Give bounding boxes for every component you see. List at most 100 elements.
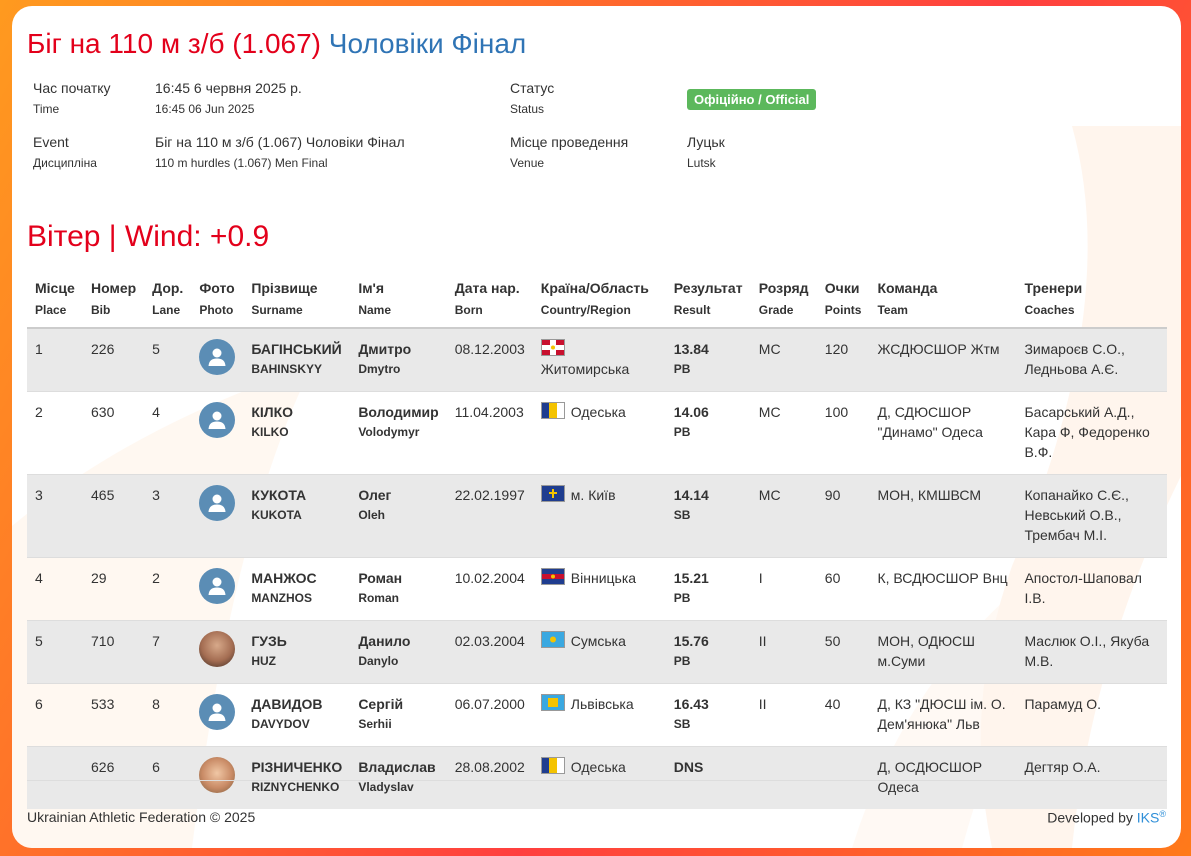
time-value-en: 16:45 06 Jun 2025: [155, 102, 255, 116]
name-en: Volodymyr: [358, 425, 420, 439]
cell-lane: 6: [152, 759, 160, 775]
region-name: Сумська: [570, 633, 626, 649]
cell-born: 11.04.2003: [454, 404, 524, 420]
cell-team: ЖСДЮСШОР Жтм: [877, 341, 1000, 357]
venue-value-ua: Луцьк: [687, 134, 725, 150]
region-name: Львівська: [570, 696, 634, 712]
table-row: 5 710 7 ГУЗЬ HUZ Данило Danylo 02.03.2004 Сумськ…: [27, 620, 1167, 684]
cell-coaches: Дегтяр О.А.: [1024, 759, 1101, 775]
cell-lane: 4: [152, 404, 160, 420]
time-value: 16:45 6 червня 2025 р. 16:45 06 Jun 2025: [155, 80, 302, 116]
table-row: 626 6 РІЗНИЧЕНКО RIZNYCHENKO Владислав Vladys…: [27, 746, 1167, 810]
cell-place: 6: [35, 696, 43, 712]
name-ua: Роман: [358, 570, 403, 586]
cell-team: Д, СДЮСШОР "Динамо" Одеса: [877, 404, 983, 440]
user-avatar-icon: [199, 568, 236, 604]
cell-name: Олег Oleh: [350, 475, 446, 558]
surname-ua: КУКОТА: [251, 487, 307, 503]
cell-surname: ГУЗЬ HUZ: [243, 621, 350, 684]
cell-region: Вінницька: [533, 558, 666, 621]
surname-ua: КІЛКО: [251, 404, 294, 420]
name-ua: Сергій: [358, 696, 404, 712]
cell-region: Львівська: [533, 684, 666, 747]
user-avatar-icon: [199, 694, 236, 730]
cell-surname: ДАВИДОВ DAVYDOV: [243, 684, 350, 747]
venue-label-ua: Місце проведення: [510, 134, 629, 150]
surname-en: KILKO: [251, 425, 289, 439]
cell-bib: 626: [91, 759, 115, 775]
name-en: Oleh: [358, 508, 385, 522]
event-value: Біг на 110 м з/б (1.067) Чоловіки Фінал …: [155, 134, 405, 170]
cell-result: DNS: [666, 747, 751, 810]
cell-team: Д, ОСДЮСШОР Одеса: [877, 759, 983, 795]
region-name: Одеська: [570, 759, 626, 775]
cell-surname: КІЛКО KILKO: [243, 392, 350, 475]
col-place: Місце Place: [35, 280, 75, 317]
name-en: Danylo: [358, 654, 399, 668]
surname-en: DAVYDOV: [251, 717, 310, 731]
surname-en: HUZ: [251, 654, 276, 668]
cell-place: 2: [35, 404, 43, 420]
cell-coaches: Маслюк О.І., Якуба М.В.: [1024, 633, 1150, 669]
developer-prefix: Developed by: [1047, 809, 1137, 826]
cell-name: Сергій Serhii: [350, 684, 446, 747]
cell-born: 10.02.2004: [454, 570, 525, 586]
region-flag-icon: [540, 402, 571, 420]
table-row: 4 29 2 МАНЖОС MANZHOS Роман Roman 10.02.2004 Він…: [27, 557, 1167, 621]
user-avatar-icon: [199, 402, 236, 438]
status-value: Офіційно / Official: [687, 89, 817, 110]
iks-link[interactable]: IKS: [1136, 809, 1160, 826]
result-value: 13.84: [673, 341, 709, 357]
region-flag-icon: [540, 631, 571, 649]
name-en: Vladyslav: [358, 780, 414, 794]
cell-region: Житомирська: [533, 328, 666, 392]
cell-photo: [191, 328, 243, 392]
name-ua: Олег: [358, 487, 392, 503]
status-label: Статус Status: [510, 80, 554, 116]
venue-label-en: Venue: [510, 156, 545, 170]
event-label-2: Дисципліна: [33, 156, 97, 170]
cell-place: [27, 747, 83, 810]
cell-result: 15.76 PB: [666, 621, 751, 684]
athlete-photo: [199, 757, 236, 793]
name-ua: Дмитро: [358, 341, 412, 357]
footer-copyright: Ukrainian Athletic Federation © 2025: [27, 809, 256, 825]
cell-bib: 465: [91, 487, 115, 503]
cell-result: 13.84 PB: [666, 328, 751, 392]
cell-surname: РІЗНИЧЕНКО RIZNYCHENKO: [243, 747, 350, 810]
region-flag-icon: [540, 568, 571, 586]
cell-surname: БАГІНСЬКИЙ BAHINSKYY: [243, 328, 350, 392]
cell-region: Сумська: [533, 621, 666, 684]
col-team: Команда Team: [877, 280, 938, 317]
region-flag-icon: [540, 485, 571, 503]
cell-grade: II: [758, 633, 767, 649]
cell-points: 100: [824, 404, 849, 420]
cell-region: Одеська: [533, 392, 666, 475]
cell-bib: 226: [91, 341, 115, 357]
athlete-photo: [199, 631, 236, 667]
results-table: Місце Place Номер Bib Дор. Lane Фото Photo П…: [27, 274, 1167, 809]
name-en: Serhii: [358, 717, 392, 731]
cell-team: К, ВСДЮСШОР Внц: [877, 570, 1008, 586]
cell-photo: [191, 558, 243, 621]
cell-coaches: Апостол-Шаповал І.В.: [1024, 570, 1142, 606]
cell-born: 06.07.2000: [454, 696, 525, 712]
cell-born: 22.02.1997: [454, 487, 525, 503]
col-result: Результат Result: [673, 280, 743, 317]
cell-born: 02.03.2004: [454, 633, 525, 649]
col-born: Дата нар. Born: [454, 280, 520, 317]
region-flag-icon: [540, 757, 571, 775]
cell-grade: МС: [758, 341, 781, 357]
col-surname: Прізвище Surname: [251, 280, 318, 317]
result-value: 14.06: [673, 404, 709, 420]
event-value-ua: Біг на 110 м з/б (1.067) Чоловіки Фінал: [155, 134, 405, 150]
result-note: PB: [673, 425, 691, 439]
cell-place: 1: [35, 341, 43, 357]
time-label-ua: Час початку: [33, 80, 111, 96]
col-coaches: Тренери Coaches: [1024, 280, 1083, 317]
results-card: Біг на 110 м з/б (1.067) Чоловіки Фінал …: [12, 6, 1181, 848]
cell-team: Д, КЗ "ДЮСШ ім. О. Дем'янюка" Льв: [877, 696, 1006, 732]
cell-photo: [191, 621, 243, 684]
surname-ua: МАНЖОС: [251, 570, 317, 586]
cell-name: Владислав Vladyslav: [350, 747, 446, 810]
